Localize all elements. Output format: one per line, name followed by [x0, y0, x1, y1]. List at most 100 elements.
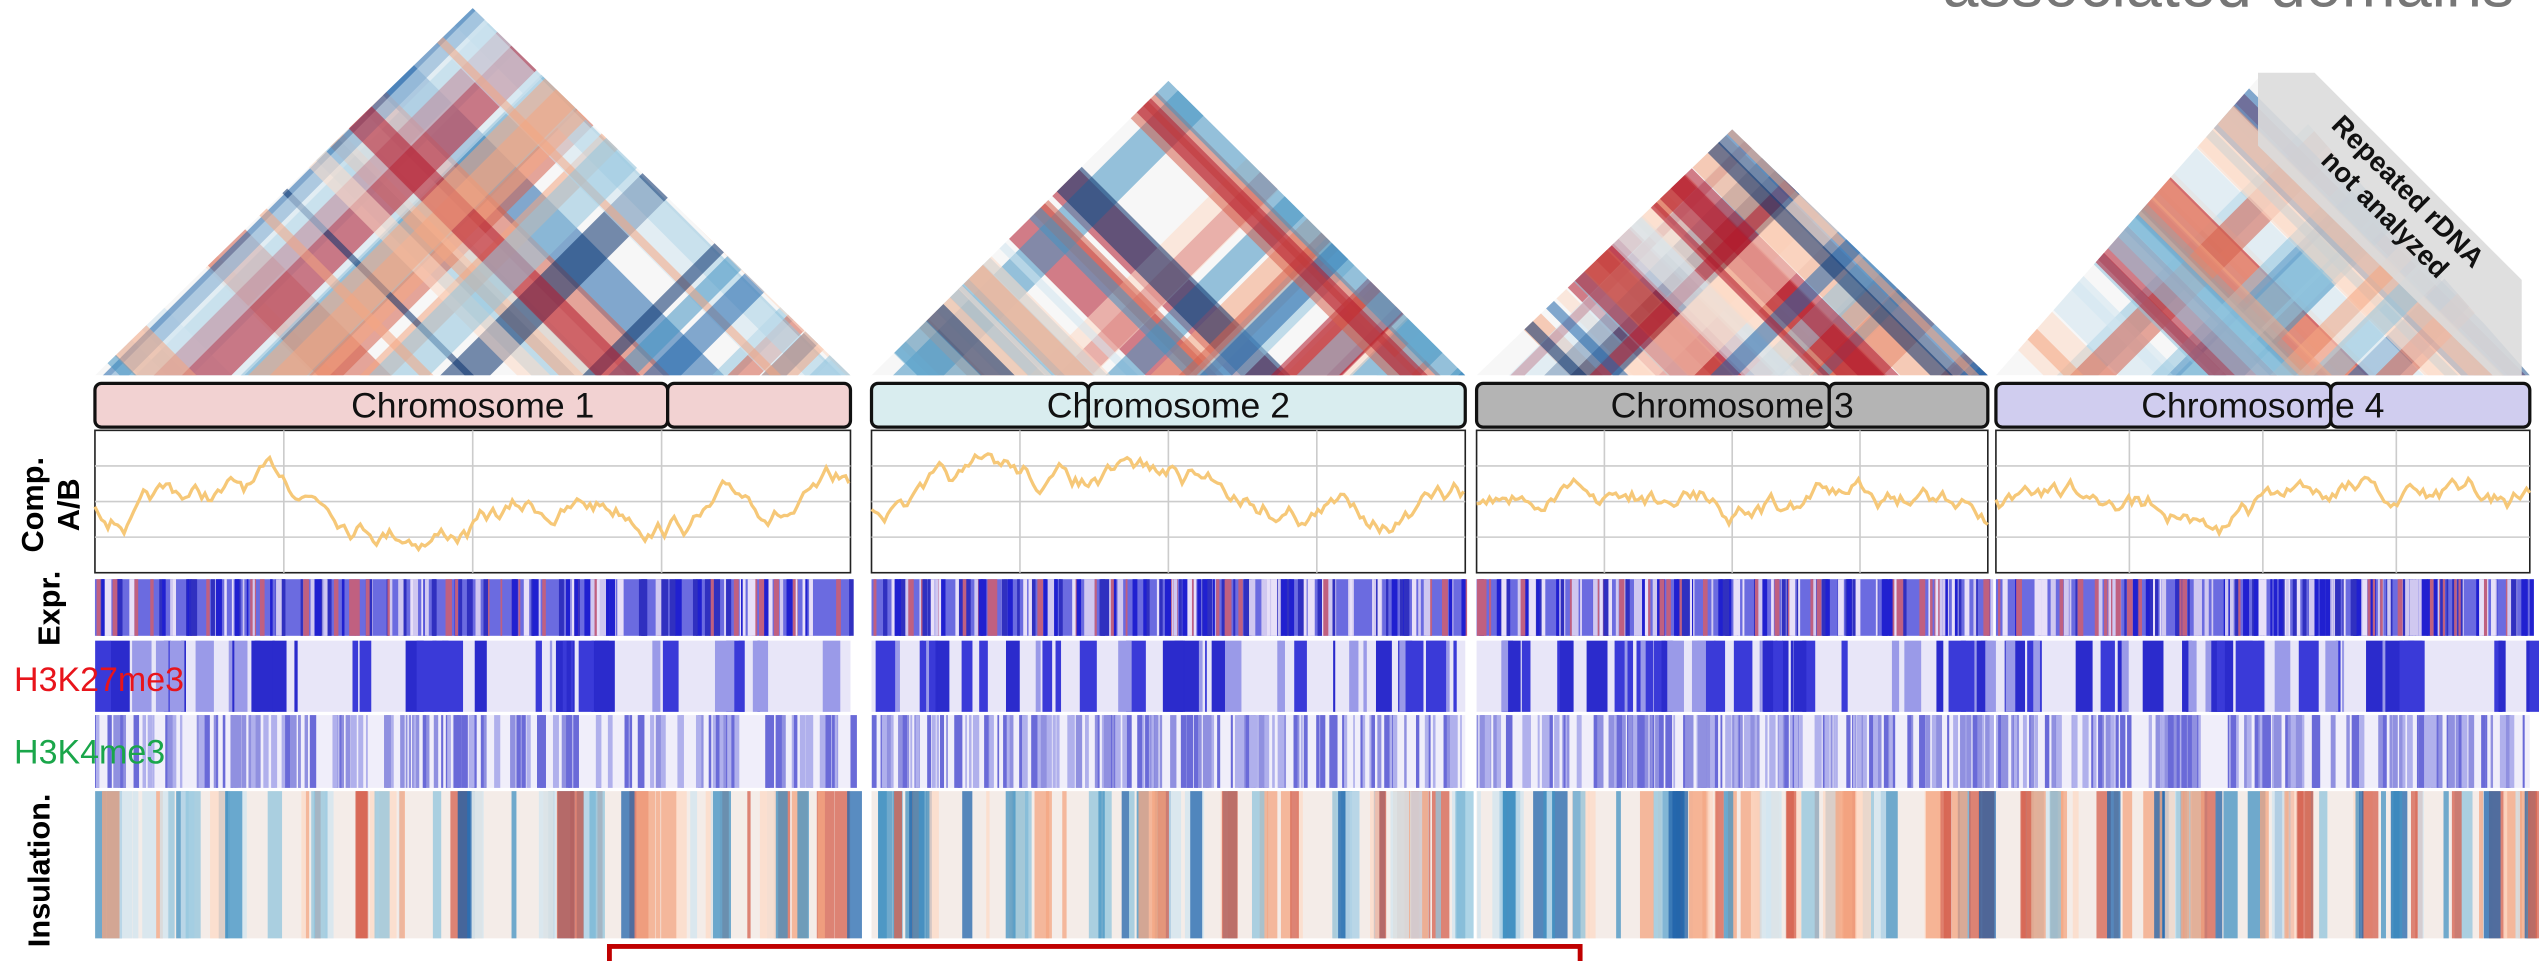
stripe — [1266, 791, 1278, 939]
stripe — [1560, 579, 1565, 636]
map-band — [2178, 72, 2530, 376]
stripe — [1967, 579, 1970, 636]
stripe — [1789, 579, 1796, 636]
stripe — [133, 715, 139, 788]
stripe — [1639, 791, 1654, 939]
stripe — [1614, 715, 1617, 788]
track-label: A/B — [51, 478, 86, 531]
stripe — [1951, 579, 1955, 636]
stripe — [1132, 579, 1138, 636]
stripe — [2528, 640, 2539, 712]
stripe — [2443, 791, 2449, 939]
stripe — [2186, 640, 2189, 712]
stripe — [225, 791, 243, 939]
stripe — [1477, 791, 1481, 939]
stripe — [2380, 579, 2383, 636]
stripe — [2319, 579, 2326, 636]
stripe — [1706, 715, 1711, 788]
stripe — [216, 715, 218, 788]
stripe — [726, 579, 732, 636]
stripe — [1835, 715, 1838, 788]
stripe — [825, 715, 832, 788]
stripe — [279, 579, 282, 636]
stripe — [696, 579, 702, 636]
stripe — [2454, 579, 2457, 636]
stripe — [731, 715, 735, 788]
stripe — [356, 791, 369, 939]
stripe — [926, 791, 939, 939]
stripe — [1593, 715, 1598, 788]
stripe — [206, 579, 210, 636]
stripe — [1799, 715, 1803, 788]
expression-track — [94, 579, 854, 636]
stripe — [2402, 715, 2406, 788]
map-band — [1995, 72, 2530, 376]
stripe — [1774, 579, 1780, 636]
stripe — [95, 791, 107, 939]
stripe — [156, 791, 163, 939]
stripe — [1995, 715, 2000, 788]
stripe — [1655, 715, 1659, 788]
stripe — [1710, 715, 1715, 788]
stripe — [2122, 791, 2133, 939]
stripe — [1003, 715, 1009, 788]
stripe — [252, 579, 255, 636]
stripe — [2421, 579, 2428, 636]
stripe — [341, 579, 345, 636]
stripe — [607, 715, 613, 788]
stripe — [1838, 579, 1844, 636]
stripe — [284, 715, 291, 788]
stripe — [2027, 640, 2037, 712]
stripe — [2191, 715, 2198, 788]
stripe — [2418, 715, 2425, 788]
stripe — [2127, 715, 2132, 788]
stripe — [416, 640, 437, 712]
stripe — [290, 715, 297, 788]
stripe — [2446, 579, 2449, 636]
stripe — [1198, 640, 1203, 712]
stripe — [1384, 715, 1390, 788]
stripe — [210, 791, 226, 939]
stripe — [1567, 715, 1570, 788]
stripe — [1863, 715, 1867, 788]
stripe — [2154, 791, 2160, 939]
stripe — [442, 640, 464, 712]
stripe — [1281, 579, 1287, 636]
track-bg — [1476, 579, 1988, 636]
stripe — [972, 715, 979, 788]
stripe — [641, 579, 648, 636]
stripe — [332, 715, 338, 788]
stripe — [1911, 715, 1914, 788]
stripe — [1182, 579, 1188, 636]
stripe — [1195, 715, 1202, 788]
stripe — [2013, 715, 2018, 788]
stripe — [2470, 715, 2474, 788]
stripe — [2120, 715, 2126, 788]
stripe — [2072, 715, 2078, 788]
stripe — [1666, 579, 1671, 636]
stripe — [2439, 715, 2443, 788]
stripe — [2204, 579, 2208, 636]
stripe — [1930, 579, 1933, 636]
stripe — [422, 715, 427, 788]
stripe — [259, 579, 265, 636]
stripe — [894, 579, 898, 636]
stripe — [986, 791, 990, 939]
stripe — [263, 715, 269, 788]
stripe — [752, 640, 769, 712]
stripe — [1744, 715, 1751, 788]
stripe — [232, 640, 235, 712]
stripe — [617, 579, 624, 636]
stripe — [99, 579, 103, 636]
expression-track — [871, 579, 1468, 636]
stripe — [2259, 791, 2269, 939]
stripe — [230, 715, 237, 788]
stripe — [2262, 715, 2269, 788]
stripe — [1441, 579, 1448, 636]
stripe — [400, 715, 405, 788]
stripe — [1307, 579, 1311, 636]
stripe — [150, 579, 154, 636]
stripe — [1925, 715, 1931, 788]
stripe — [2270, 579, 2273, 636]
